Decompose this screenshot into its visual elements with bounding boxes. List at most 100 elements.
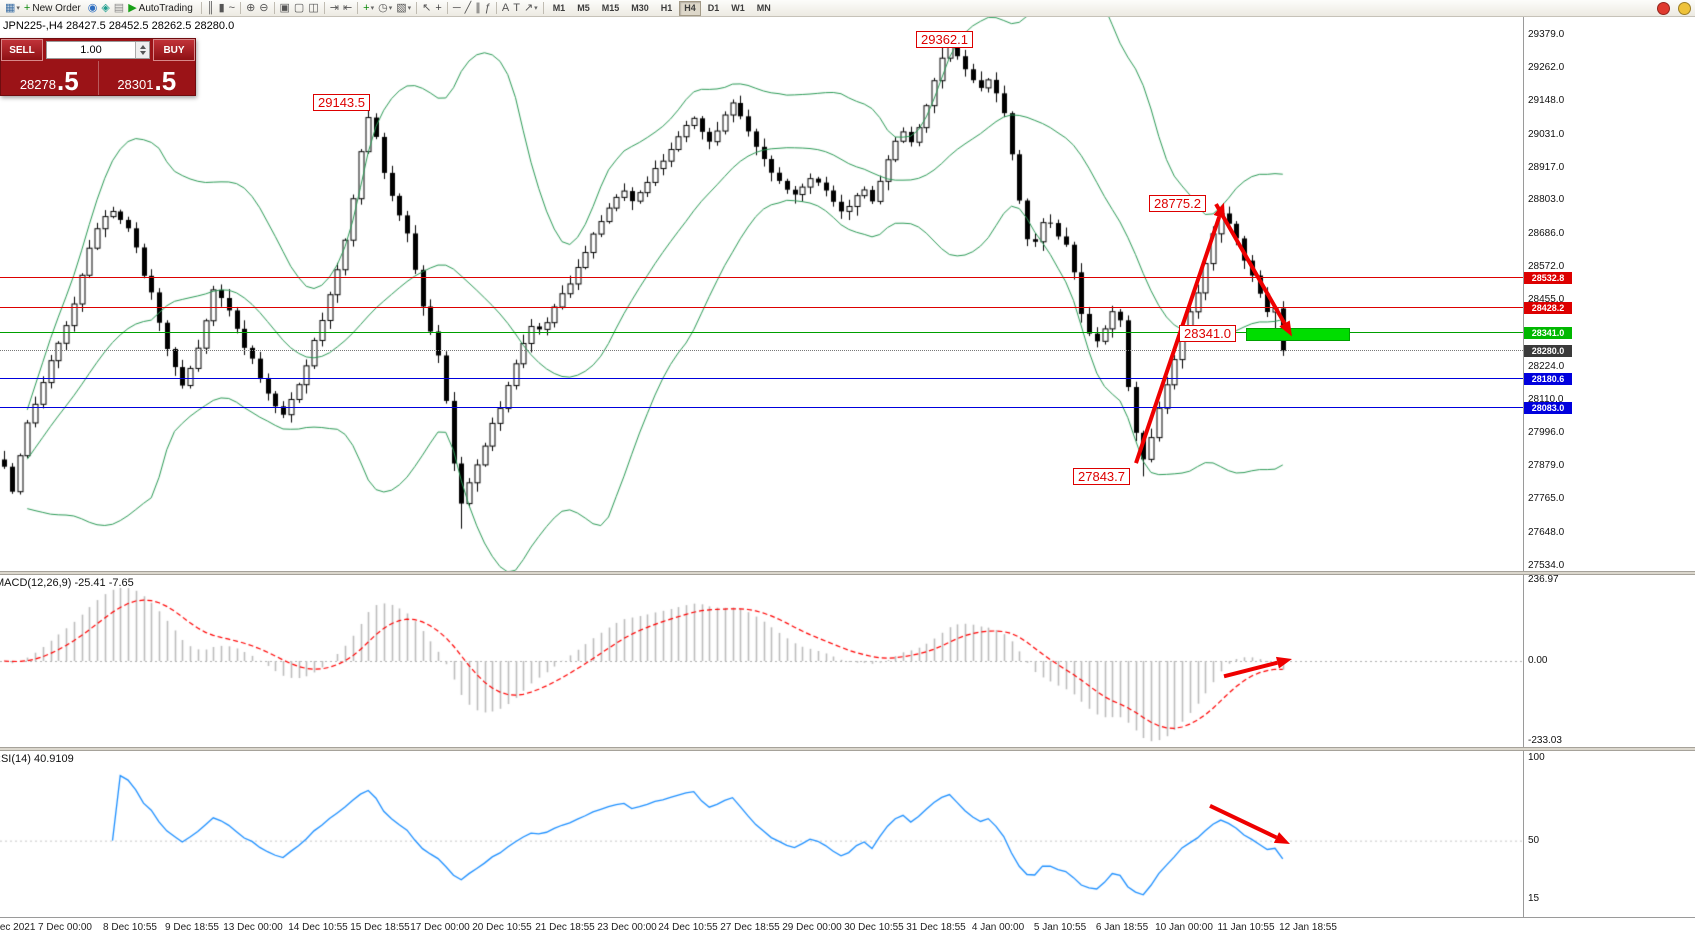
tile-vertical-icon[interactable]: ◫ <box>306 1 320 15</box>
volume-up-arrow-icon[interactable] <box>139 45 146 49</box>
volume-field[interactable]: 1.00 <box>46 41 150 59</box>
time-axis-label: 17 Dec 00:00 <box>410 922 470 933</box>
axis-tick-label: -233.03 <box>1528 734 1562 746</box>
price-axis[interactable]: 29379.0 29262.0 29148.0 29031.0 28917.0 28803… <box>1526 0 1586 938</box>
chart-shift-icon[interactable]: ⇤ <box>341 1 354 15</box>
alert-icon-yellow[interactable] <box>1678 1 1691 15</box>
axis-tick-label: 28110.0 <box>1528 393 1564 405</box>
axis-tick-label: 0.00 <box>1528 655 1548 666</box>
price-tag: 28341.0 <box>1524 327 1572 340</box>
fibonacci-icon[interactable]: ƒ <box>483 1 493 15</box>
price-level-line[interactable] <box>0 406 1523 408</box>
axis-tick-label: 15 <box>1528 892 1540 904</box>
zoom-in-icon: ⊕ <box>246 1 256 14</box>
volume-value[interactable]: 1.00 <box>80 44 102 56</box>
candlestick-chart-icon[interactable]: ▮ <box>217 1 227 15</box>
sell-button[interactable]: SELL <box>1 39 43 61</box>
axis-tick-label: 27765.0 <box>1528 493 1565 505</box>
price-level-line[interactable] <box>0 378 1523 380</box>
tile-windows-icon[interactable]: ▣ <box>278 1 292 15</box>
toolbar-separator <box>323 2 325 14</box>
chevron-down-icon: ▾ <box>534 5 538 12</box>
timeframe-button-m1[interactable]: M1 <box>552 2 566 13</box>
time-axis-label: 24 Dec 10:55 <box>658 922 718 933</box>
market-icon[interactable]: ▤ <box>112 1 126 15</box>
price-level-line[interactable] <box>0 349 1523 351</box>
equidistant-channel-icon: ∥ <box>475 1 481 14</box>
zoom-in-icon[interactable]: ⊕ <box>244 1 257 15</box>
axis-tick-label: 29262.0 <box>1528 62 1565 74</box>
price-annotation-label[interactable]: 28775.2 <box>1149 194 1206 212</box>
arrows-tool-icon[interactable]: ↗ ▾ <box>522 1 540 15</box>
timeframe-button-m5[interactable]: M5 <box>577 2 590 13</box>
price-tag: 28180.6 <box>1524 373 1572 386</box>
panel-splitter[interactable] <box>0 571 1695 575</box>
axis-tick-label: 28803.0 <box>1528 194 1565 206</box>
axis-tick-label: 236.97 <box>1528 574 1559 586</box>
timeframe-button-h4[interactable]: H4 <box>679 0 701 16</box>
mql5-community-icon[interactable]: ◉ <box>86 1 100 15</box>
timeframe-button-d1[interactable]: D1 <box>707 2 720 13</box>
cascade-windows-icon[interactable]: ▢ <box>292 1 306 15</box>
price-tag: 28083.0 <box>1524 401 1572 414</box>
text-label-icon: T <box>513 1 520 14</box>
timeframe-button-w1[interactable]: W1 <box>731 2 745 13</box>
timeframe-button-mn[interactable]: MN <box>756 2 771 13</box>
cursor-icon[interactable]: ↖ <box>420 1 433 15</box>
price-annotation-label[interactable]: 29143.5 <box>313 94 370 112</box>
autotrading-button[interactable]: ▶ AutoTrading <box>126 1 198 15</box>
new-order-button-label: New Order <box>32 2 81 14</box>
volume-stepper[interactable] <box>135 42 149 58</box>
time-axis-label: 7 Dec 00:00 <box>38 922 92 933</box>
text-icon[interactable]: A <box>500 1 511 15</box>
chevron-down-icon: ▾ <box>388 5 393 12</box>
timeframe-button-h1[interactable]: H1 <box>660 2 673 13</box>
price-level-line[interactable] <box>0 307 1523 309</box>
time-axis-label: 13 Dec 00:00 <box>223 922 283 933</box>
toolbar-separator <box>273 2 275 14</box>
volume-down-arrow-icon[interactable] <box>139 51 146 55</box>
buy-price[interactable]: 28301.5 <box>97 61 196 95</box>
chat-icon[interactable]: ◈ <box>99 1 111 15</box>
templates-button[interactable]: ▧ ▾ <box>394 1 413 15</box>
sell-price[interactable]: 28278.5 <box>1 61 98 95</box>
price-annotation-label[interactable]: 29362.1 <box>916 31 973 49</box>
axis-tick-label: 28455.0 <box>1528 294 1565 306</box>
time-axis-label: 10 Jan 00:00 <box>1155 922 1213 933</box>
line-chart-icon[interactable]: ~ <box>227 1 237 15</box>
buy-button[interactable]: BUY <box>153 39 195 61</box>
timeframe-button-m15[interactable]: M15 <box>601 2 620 13</box>
bar-chart-icon[interactable]: ║ <box>205 1 217 15</box>
indicators-button[interactable]: + ▾ <box>361 1 376 15</box>
text-icon: A <box>501 1 510 14</box>
arrows-tool-icon: ↗ <box>523 1 534 14</box>
timeframe-button-m30[interactable]: M30 <box>631 2 649 13</box>
price-level-line[interactable] <box>0 332 1523 334</box>
periods-button[interactable]: ◷ ▾ <box>376 1 394 15</box>
alert-icon-red[interactable] <box>1657 1 1670 15</box>
new-chart-button[interactable]: ▦ ▾ <box>3 1 22 15</box>
axis-tick-label: 28686.0 <box>1528 227 1565 239</box>
trendline-icon[interactable]: ╱ <box>463 1 474 15</box>
indicators-icon: + <box>363 1 370 14</box>
axis-tick-label: 29031.0 <box>1528 128 1565 140</box>
equidistant-channel-icon[interactable]: ∥ <box>473 1 483 15</box>
text-label-icon[interactable]: T <box>511 1 522 15</box>
new-order-button[interactable]: + New Order <box>22 1 86 15</box>
autoscroll-icon[interactable]: ⇥ <box>328 1 341 15</box>
panel-splitter[interactable] <box>0 747 1695 751</box>
crosshair-icon[interactable]: + <box>433 1 443 15</box>
price-level-line[interactable] <box>0 277 1523 279</box>
zoom-out-icon[interactable]: ⊖ <box>257 1 270 15</box>
support-zone-rectangle[interactable] <box>1246 327 1350 341</box>
price-annotation-label[interactable]: 27843.7 <box>1073 468 1130 486</box>
axis-tick-label: 27996.0 <box>1528 426 1565 438</box>
horizontal-line-icon[interactable]: ─ <box>451 1 463 15</box>
axis-tick-label: 29148.0 <box>1528 95 1565 107</box>
price-annotation-label[interactable]: 28341.0 <box>1179 325 1236 343</box>
chevron-down-icon: ▾ <box>370 5 375 12</box>
